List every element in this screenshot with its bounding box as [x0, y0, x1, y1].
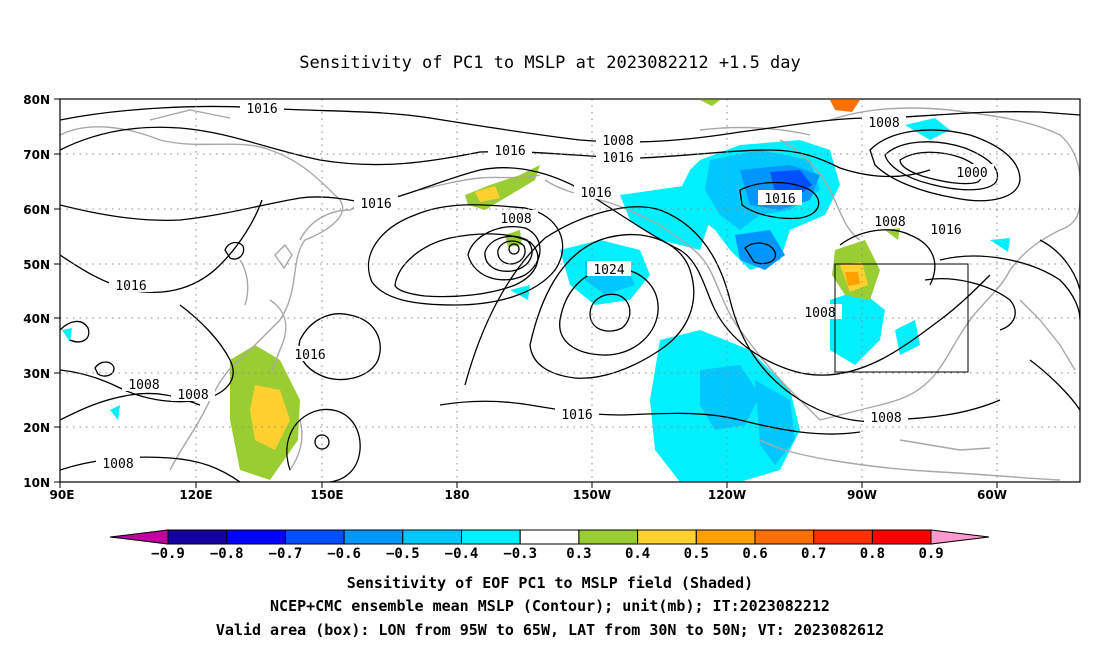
lon-label: 180: [444, 488, 469, 502]
contour-label: 1000: [956, 166, 987, 181]
colorbar: −0.9 −0.8 −0.7 −0.6 −0.5 −0.4 −0.3 0.3 0.4 0.5 0.6…: [109, 529, 990, 562]
colorbar-label: −0.6: [327, 546, 361, 562]
colorbar-label: −0.3: [503, 546, 537, 562]
positive-sensitivity-shading: [230, 100, 900, 480]
contour-label: 1016: [764, 192, 795, 207]
colorbar-label: −0.4: [445, 546, 479, 562]
contour-label: 1008: [602, 134, 633, 149]
lon-label: 90E: [50, 488, 75, 502]
contour-label: 1016: [494, 144, 525, 159]
map-panel: 1016 1008 1016 1016 1008 1016 1000 1016 …: [23, 93, 1081, 502]
contour-label: 1008: [868, 116, 899, 131]
lat-label: 50N: [23, 258, 50, 272]
contour-label: 1016: [602, 151, 633, 166]
colorbar-swatch: [284, 529, 345, 545]
colorbar-low-arrow: [109, 529, 169, 545]
contour-label: 1016: [115, 279, 146, 294]
map-background: [60, 99, 1080, 482]
captions: Sensitivity of EOF PC1 to MSLP field (Sh…: [216, 574, 884, 639]
map-ticks: [54, 98, 998, 488]
caption-line-1: Sensitivity of EOF PC1 to MSLP field (Sh…: [347, 574, 753, 592]
lon-label: 60W: [977, 488, 1007, 502]
figure-title: Sensitivity of PC1 to MSLP at 2023082212…: [299, 53, 801, 73]
colorbar-labels: −0.9 −0.8 −0.7 −0.6 −0.5 −0.4 −0.3 0.3 0.4 0.5 0.6…: [151, 546, 944, 562]
colorbar-label: 0.8: [860, 546, 885, 562]
colorbar-label: 0.7: [801, 546, 826, 562]
colorbar-label: −0.9: [151, 546, 185, 562]
lon-label: 150W: [573, 488, 611, 502]
lat-axis-labels: 80N 70N 60N 50N 40N 30N 20N 10N: [23, 93, 50, 490]
lat-label: 70N: [23, 148, 50, 162]
contour-label: 1008: [102, 457, 133, 472]
contour-label: 1024: [593, 263, 624, 278]
contour-label: 1008: [874, 215, 905, 230]
map-frame: [59, 98, 1081, 483]
colorbar-swatch: [167, 529, 228, 545]
lat-label: 20N: [23, 421, 50, 435]
colorbar-swatch: [519, 529, 580, 545]
colorbar-swatch: [402, 529, 462, 545]
colorbar-swatches: [167, 529, 932, 545]
colorbar-swatch: [695, 529, 756, 545]
valid-area-box: [834, 263, 969, 373]
contour-label: 1016: [360, 197, 391, 212]
contour-label: 1016: [580, 186, 611, 201]
colorbar-swatch: [813, 529, 873, 545]
contour-label: 1008: [128, 378, 159, 393]
contour-label: 1008: [804, 306, 835, 321]
lat-label: 30N: [23, 367, 50, 381]
colorbar-label: −0.8: [210, 546, 244, 562]
colorbar-swatch: [637, 529, 697, 545]
colorbar-swatch: [754, 529, 815, 545]
contour-label: 1016: [561, 408, 592, 423]
colorbar-label: −0.7: [269, 546, 303, 562]
colorbar-label: 0.4: [625, 546, 650, 562]
caption-line-3: Valid area (box): LON from 95W to 65W, L…: [216, 621, 884, 639]
colorbar-swatch: [226, 529, 286, 545]
map-layers: 1016 1008 1016 1016 1008 1016 1000 1016 …: [60, 99, 1080, 482]
lat-label: 10N: [23, 476, 50, 490]
lon-label: 150E: [310, 488, 343, 502]
contour-labels: 1016 1008 1016 1016 1008 1016 1000 1016 …: [96, 100, 994, 472]
colorbar-label: 0.9: [918, 546, 943, 562]
contour-label: 1008: [870, 411, 901, 426]
contour-label: 1016: [246, 102, 277, 117]
lon-axis-labels: 90E 120E 150E 180 150W 120W 90W 60W: [50, 488, 1007, 502]
lon-label: 90W: [847, 488, 877, 502]
colorbar-swatch: [461, 529, 521, 545]
contour-label: 1016: [294, 348, 325, 363]
lat-label: 80N: [23, 93, 50, 107]
lon-label: 120W: [708, 488, 746, 502]
lat-label: 60N: [23, 203, 50, 217]
contour-label: 1016: [930, 223, 961, 238]
contour-label: 1008: [177, 388, 208, 403]
colorbar-high-arrow: [930, 529, 990, 545]
colorbar-swatch: [578, 529, 639, 545]
caption-line-2: NCEP+CMC ensemble mean MSLP (Contour); u…: [270, 597, 830, 615]
colorbar-label: 0.3: [566, 546, 591, 562]
colorbar-label: −0.5: [386, 546, 420, 562]
colorbar-label: 0.5: [684, 546, 709, 562]
lon-label: 120E: [179, 488, 212, 502]
lat-label: 40N: [23, 312, 50, 326]
contour-label: 1008: [500, 212, 531, 227]
colorbar-swatch: [343, 529, 404, 545]
colorbar-label: 0.6: [742, 546, 767, 562]
colorbar-swatch: [871, 529, 932, 545]
